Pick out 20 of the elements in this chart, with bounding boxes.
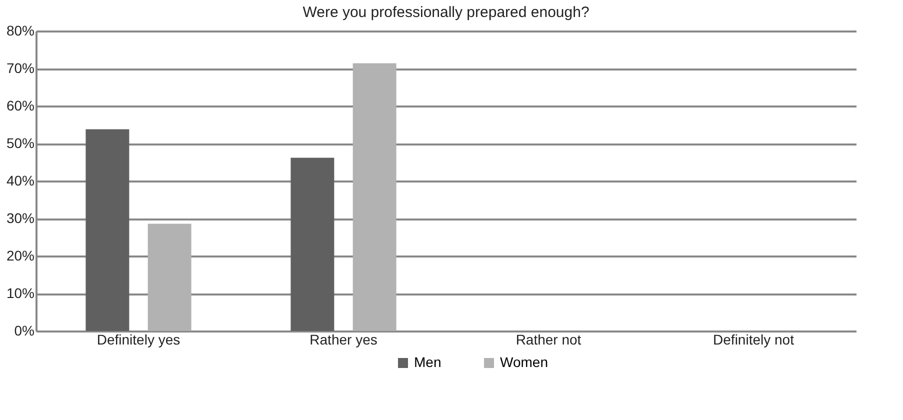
y-tick-label: 70%: [6, 60, 34, 76]
bar: [290, 158, 334, 331]
x-tick-label: Definitely yes: [96, 332, 180, 348]
legend-label: Men: [414, 354, 442, 370]
x-tick-label: Definitely not: [713, 332, 794, 348]
y-tick-label: 20%: [6, 248, 34, 264]
y-tick-label: 50%: [6, 135, 34, 151]
chart-title: Were you professionally prepared enough?: [302, 4, 590, 21]
bar: [148, 224, 192, 331]
x-tick-label: Rather not: [516, 332, 582, 348]
legend-label: Women: [500, 354, 548, 370]
y-tick-label: 30%: [6, 210, 34, 226]
bar: [352, 63, 396, 331]
y-tick-label: 80%: [6, 22, 34, 38]
y-tick-label: 60%: [6, 98, 34, 114]
x-tick-label: Rather yes: [310, 332, 378, 348]
bar: [86, 129, 130, 331]
y-tick-label: 0%: [14, 322, 34, 338]
y-tick-label: 10%: [6, 285, 34, 301]
y-tick-label: 40%: [6, 172, 34, 188]
